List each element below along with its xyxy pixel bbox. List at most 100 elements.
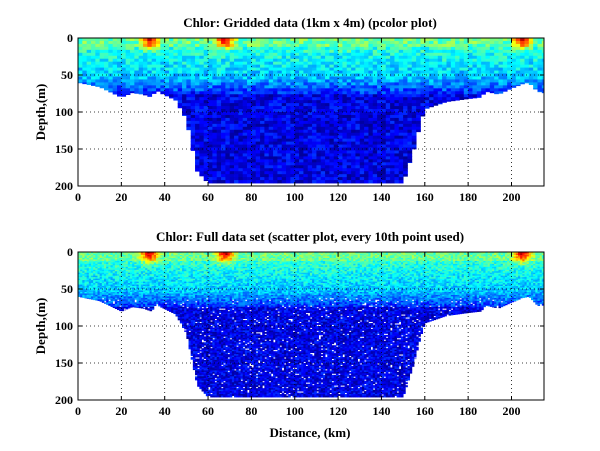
pcolor-cell — [368, 114, 374, 119]
scatter-point — [106, 262, 109, 265]
pcolor-cell — [381, 117, 387, 122]
scatter-point — [112, 290, 116, 293]
pcolor-cell — [294, 38, 300, 42]
pcolor-cell — [364, 106, 369, 110]
pcolor-cell — [190, 129, 196, 134]
pcolor-cell — [442, 40, 447, 45]
pcolor-cell — [403, 126, 408, 131]
scatter-point — [101, 299, 105, 302]
pcolor-cell — [502, 55, 508, 60]
pcolor-cell — [320, 94, 326, 98]
scatter-point — [132, 268, 135, 271]
pcolor-cell — [394, 150, 400, 154]
pcolor-cell — [190, 147, 196, 151]
pcolor-cell — [195, 70, 200, 74]
pcolor-cell — [355, 120, 361, 125]
pcolor-cell — [333, 43, 339, 48]
pcolor-cell — [238, 147, 244, 151]
pcolor-cell — [346, 100, 352, 104]
pcolor-cell — [481, 58, 486, 63]
pcolor-cell — [364, 132, 369, 137]
scatter-point — [134, 303, 137, 306]
pcolor-cell — [190, 67, 196, 71]
scatter-point — [108, 265, 111, 268]
pcolor-cell — [290, 120, 296, 125]
scatter-point — [138, 291, 142, 294]
scatter-point — [88, 256, 92, 259]
pcolor-cell — [398, 174, 404, 178]
pcolor-cell — [338, 117, 343, 122]
pcolor-cell — [325, 126, 330, 131]
pcolor-cell — [325, 174, 330, 178]
scatter-point — [93, 283, 96, 285]
pcolor-cell — [190, 40, 196, 45]
pcolor-cell — [338, 132, 343, 137]
pcolor-cell — [143, 70, 148, 74]
pcolor-cell — [264, 141, 270, 145]
scatter-point — [138, 274, 142, 277]
pcolor-cell — [238, 138, 244, 142]
pcolor-cell — [229, 156, 235, 160]
pcolor-cell — [359, 55, 365, 60]
scatter-point — [130, 275, 133, 278]
scatter-point — [134, 252, 137, 254]
pcolor-cell — [459, 85, 465, 89]
pcolor-cell — [515, 67, 521, 71]
scatter-point — [86, 274, 90, 277]
scatter-point — [95, 280, 98, 282]
pcolor-cell — [112, 85, 118, 89]
pcolor-cell — [156, 40, 161, 45]
pcolor-cell — [346, 135, 352, 140]
pcolor-cell — [407, 132, 413, 137]
scatter-point — [88, 278, 92, 281]
scatter-point — [91, 262, 94, 265]
pcolor-cell — [359, 138, 365, 142]
pcolor-cell — [394, 159, 400, 163]
scatter-point — [95, 275, 98, 278]
pcolor-cell — [229, 73, 235, 77]
scatter-point — [84, 286, 88, 288]
scatter-point — [119, 266, 122, 269]
pcolor-cell — [303, 97, 309, 101]
pcolor-cell — [247, 79, 252, 83]
pcolor-cell — [342, 79, 348, 83]
scatter-point — [138, 265, 142, 268]
pcolor-cell — [216, 103, 222, 107]
pcolor-cell — [437, 76, 443, 80]
scatter-point — [138, 300, 142, 303]
pcolor-cell — [355, 171, 361, 175]
pcolor-cell — [463, 43, 469, 48]
pcolor-cell — [320, 147, 326, 151]
pcolor-cell — [286, 64, 291, 68]
y-tick-label: 200 — [55, 179, 73, 193]
pcolor-cell — [277, 126, 283, 131]
scatter-point — [93, 294, 96, 297]
pcolor-cell — [320, 177, 326, 181]
pcolor-cell — [394, 103, 400, 107]
pcolor-cell — [342, 153, 348, 157]
pcolor-cell — [377, 138, 382, 142]
scatter-point — [80, 277, 83, 280]
scatter-point — [130, 305, 133, 308]
pcolor-cell — [368, 106, 374, 110]
pcolor-cell — [199, 120, 205, 125]
pcolor-cell — [281, 91, 287, 95]
scatter-point — [80, 274, 83, 277]
pcolor-cell — [537, 79, 543, 83]
pcolor-cell — [190, 126, 196, 131]
pcolor-cell — [160, 85, 166, 89]
pcolor-cell — [385, 55, 391, 60]
pcolor-cell — [433, 38, 439, 42]
pcolor-cell — [338, 40, 343, 45]
pcolor-cell — [294, 70, 300, 74]
scatter-point — [86, 272, 90, 275]
pcolor-cell — [255, 85, 261, 89]
pcolor-cell — [86, 55, 92, 60]
pcolor-cell — [511, 58, 517, 63]
scatter-point — [119, 265, 122, 268]
scatter-point — [145, 275, 148, 278]
pcolor-cell — [346, 103, 352, 107]
pcolor-cell — [437, 64, 443, 68]
scatter-point — [151, 275, 155, 278]
scatter-point — [106, 271, 109, 274]
